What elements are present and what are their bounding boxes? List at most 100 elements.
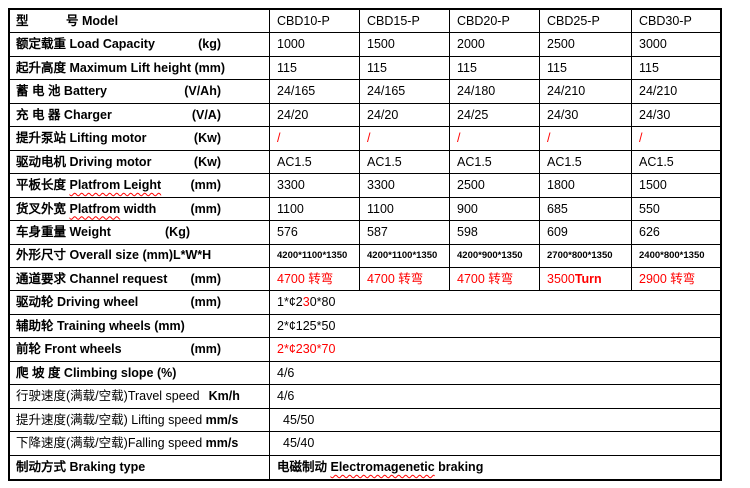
row-label-lift-height: 起升高度 Maximum Lift height (mm) [10, 56, 270, 81]
spec-value-cell: 1500 [360, 33, 450, 57]
unit-label: Km/h [208, 389, 240, 404]
model-header-cell: CBD30-P [632, 10, 720, 34]
unit-label: (mm) [190, 342, 221, 357]
label-cn: 下降速度(满载/空载) [16, 436, 128, 451]
spec-value-cell: 2500 [540, 33, 632, 57]
row-label-battery: 蓄 电 池 Battery (V/Ah) [10, 80, 270, 104]
spec-value-cell: 4200*900*1350 [450, 244, 540, 268]
label-en: Model [78, 13, 119, 28]
label-cn: 提升速度(满载/空载) [16, 412, 132, 427]
spec-value-cell: 4700 转弯 [360, 267, 450, 292]
label-en: Falling speed [127, 436, 206, 451]
label-cn: 驱动电机 [16, 154, 67, 169]
channel-value-turn: Turn [574, 271, 602, 286]
label-en: Lifting motor [66, 131, 147, 146]
row-label-weight: 车身重量 Weight (Kg) [10, 221, 270, 245]
spec-value-cell: AC1.5 [632, 151, 720, 175]
spec-value-cell: 1100 [270, 197, 360, 222]
label-en: Driving motor [66, 154, 152, 169]
spec-value-cell: / [360, 127, 450, 151]
spec-value-cell: 3000 [632, 33, 720, 57]
label-en: Battery [60, 84, 107, 99]
spec-value-cell: 1100 [360, 197, 450, 222]
lifting-speed-value-cell: 45/50 [270, 409, 720, 433]
unit-label: (Kw) [193, 131, 221, 146]
spec-value-cell: 24/20 [360, 103, 450, 128]
label-en: Driving wheel [53, 295, 139, 310]
label-cn: 前轮 [16, 342, 42, 357]
label-en-misspelled: Platfrom Leight [69, 178, 162, 193]
label-en: Training wheels (mm) [53, 318, 185, 333]
label-cn: 平板长度 [16, 178, 70, 193]
row-label-channel-request: 通道要求 Channel request (mm) [10, 267, 270, 292]
label-cn: 通道要求 [16, 271, 67, 286]
label-en: Braking type [66, 460, 146, 475]
label-cn: 制动方式 [16, 460, 67, 475]
spec-value-cell: 115 [450, 56, 540, 81]
label-cn: 起升高度 [16, 60, 67, 75]
spec-value-cell: 3300 [360, 174, 450, 198]
value-part: 0*80 [309, 295, 336, 310]
label-cn: 爬 坡 度 [16, 365, 61, 380]
spec-value-cell: 115 [270, 56, 360, 81]
spec-value-cell: AC1.5 [540, 150, 632, 175]
unit-label: mm/s [205, 436, 239, 451]
row-label-climbing-slope: 爬 坡 度 Climbing slope (%) [10, 361, 270, 386]
label-cn: 蓄 电 池 [16, 84, 61, 99]
label-en-misspelled: Platfrom [69, 201, 121, 216]
spec-value-cell: 24/20 [270, 103, 360, 128]
spec-value-cell: 115 [360, 56, 450, 81]
row-label-travel-speed: 行驶速度(满载/空载)Travel speed Km/h [10, 385, 270, 409]
label-cn: 充 电 器 [16, 107, 61, 122]
row-label-lifting-motor: 提升泵站 Lifting motor (Kw) [10, 127, 270, 151]
spec-value-cell: AC1.5 [450, 150, 540, 175]
row-label-front-wheels: 前轮 Front wheels (mm) [10, 338, 270, 362]
spec-value-cell: 4700 转弯 [450, 267, 540, 292]
label-cn: 外形尺寸 [16, 248, 67, 263]
unit-label: (mm) [190, 271, 221, 286]
spec-value-cell: 4200*1100*1350 [270, 244, 360, 268]
label-cn: 货叉外宽 [16, 201, 70, 216]
unit-label: (V/A) [191, 107, 221, 122]
spec-value-cell: / [632, 127, 720, 151]
label-cn: 行驶速度(满载/空载) [16, 389, 128, 404]
unit-label: (mm) [190, 201, 221, 216]
label-en: Maximum Lift height (mm) [66, 60, 226, 75]
label-en: Channel request [66, 271, 168, 286]
label-cn: 提升泵站 [16, 131, 67, 146]
channel-value-number: 3500 [547, 271, 575, 286]
spec-value-cell: 626 [632, 221, 720, 245]
spec-value-cell: 24/165 [360, 80, 450, 104]
spec-value-cell: 24/165 [270, 80, 360, 104]
spec-value-cell: / [450, 127, 540, 151]
unit-label: mm/s [205, 412, 239, 427]
label-cn: 辅助轮 [16, 318, 54, 333]
spec-value-cell: AC1.5 [360, 150, 450, 175]
label-en: Lifting speed [131, 412, 206, 427]
model-header-cell: CBD15-P [360, 10, 450, 34]
spec-value-cell: 2400*800*1350 [632, 245, 720, 268]
row-label-charger: 充 电 器 Charger (V/A) [10, 103, 270, 128]
row-label-driving-motor: 驱动电机 Driving motor (Kw) [10, 150, 270, 175]
spec-value-cell: 550 [632, 198, 720, 222]
spec-value-cell: 609 [540, 221, 632, 245]
spec-value-cell: 2900 转弯 [632, 268, 720, 292]
spec-value-cell: 115 [632, 57, 720, 81]
training-wheels-value-cell: 2*¢125*50 [270, 315, 720, 339]
row-label-load-capacity: 额定载重 Load Capacity (kg) [10, 33, 270, 57]
unit-label: (Kg) [165, 225, 190, 240]
spec-value-cell: 2000 [450, 33, 540, 57]
spec-value-cell: 4700 转弯 [270, 267, 360, 292]
unit-label: (V/Ah) [184, 84, 221, 99]
spec-value-cell: 1800 [540, 174, 632, 198]
unit-label: (mm) [190, 295, 221, 310]
spec-value-cell: 576 [270, 221, 360, 245]
spec-value-cell: 4200*1100*1350 [360, 244, 450, 268]
label-en: Front wheels [41, 342, 122, 357]
spec-value-cell: 685 [540, 197, 632, 222]
spec-value-cell: 24/30 [632, 104, 720, 128]
row-label-overall-size: 外形尺寸 Overall size (mm)L*W*H [10, 244, 270, 268]
front-wheels-value-cell: 2*¢230*70 [270, 338, 720, 362]
label-en: Weight [66, 225, 111, 240]
row-label-falling-speed: 下降速度(满载/空载)Falling speed mm/s [10, 432, 270, 456]
